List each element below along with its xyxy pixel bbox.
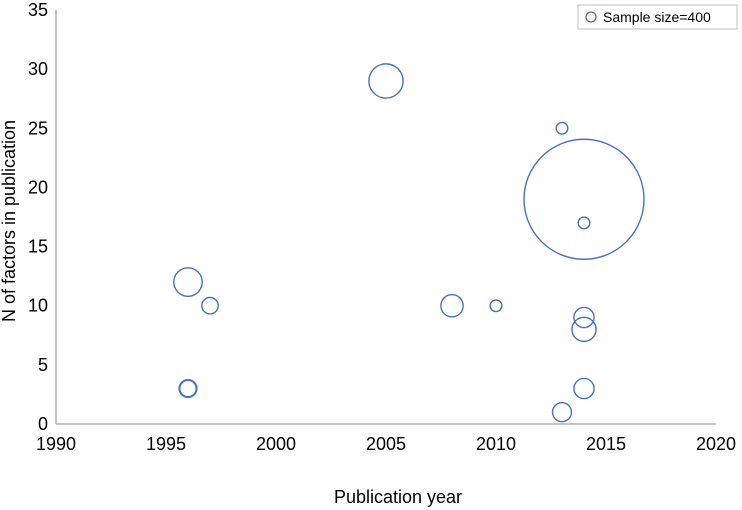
y-tick-label: 35 bbox=[28, 0, 48, 20]
bubble-point bbox=[179, 379, 197, 398]
y-tick-label: 10 bbox=[28, 296, 48, 316]
x-tick-label: 2000 bbox=[256, 434, 296, 454]
x-tick-label: 2010 bbox=[476, 434, 516, 454]
x-tick-label: 2005 bbox=[366, 434, 406, 454]
bubble-point bbox=[571, 316, 597, 343]
y-tick-label: 25 bbox=[28, 118, 48, 138]
legend: Sample size=400 bbox=[577, 4, 738, 30]
bubble-series bbox=[173, 63, 645, 423]
y-axis-title: N of factors in publication bbox=[0, 120, 19, 322]
bubble-point bbox=[523, 138, 645, 260]
legend-box bbox=[577, 4, 738, 30]
bubble-point bbox=[440, 293, 464, 318]
bubble-point bbox=[201, 296, 219, 315]
x-tick-label: 1990 bbox=[36, 434, 76, 454]
bubble-point bbox=[573, 377, 595, 400]
y-tick-label: 20 bbox=[28, 177, 48, 197]
legend-label: Sample size=400 bbox=[603, 9, 711, 25]
y-tick-label: 30 bbox=[28, 59, 48, 79]
x-tick-labels: 1990 1995 2000 2005 2010 2015 2020 bbox=[36, 434, 736, 454]
y-tick-label: 0 bbox=[38, 414, 48, 434]
bubble-point bbox=[573, 306, 595, 329]
bubble-point bbox=[173, 267, 203, 297]
x-tick-label: 2020 bbox=[696, 434, 736, 454]
y-tick-label: 15 bbox=[28, 237, 48, 257]
y-tick-label: 5 bbox=[38, 355, 48, 375]
legend-marker bbox=[585, 11, 597, 23]
bubble-point bbox=[577, 216, 591, 230]
bubble-point bbox=[555, 121, 569, 135]
x-tick-label: 2015 bbox=[586, 434, 626, 454]
bubble-point bbox=[551, 401, 573, 423]
x-tick-label: 1995 bbox=[146, 434, 186, 454]
x-axis-title: Publication year bbox=[334, 487, 462, 507]
y-tick-labels: 0 5 10 15 20 25 30 35 bbox=[28, 0, 48, 434]
axes bbox=[55, 10, 716, 425]
bubble-point bbox=[489, 299, 503, 313]
bubble-point bbox=[368, 63, 404, 99]
